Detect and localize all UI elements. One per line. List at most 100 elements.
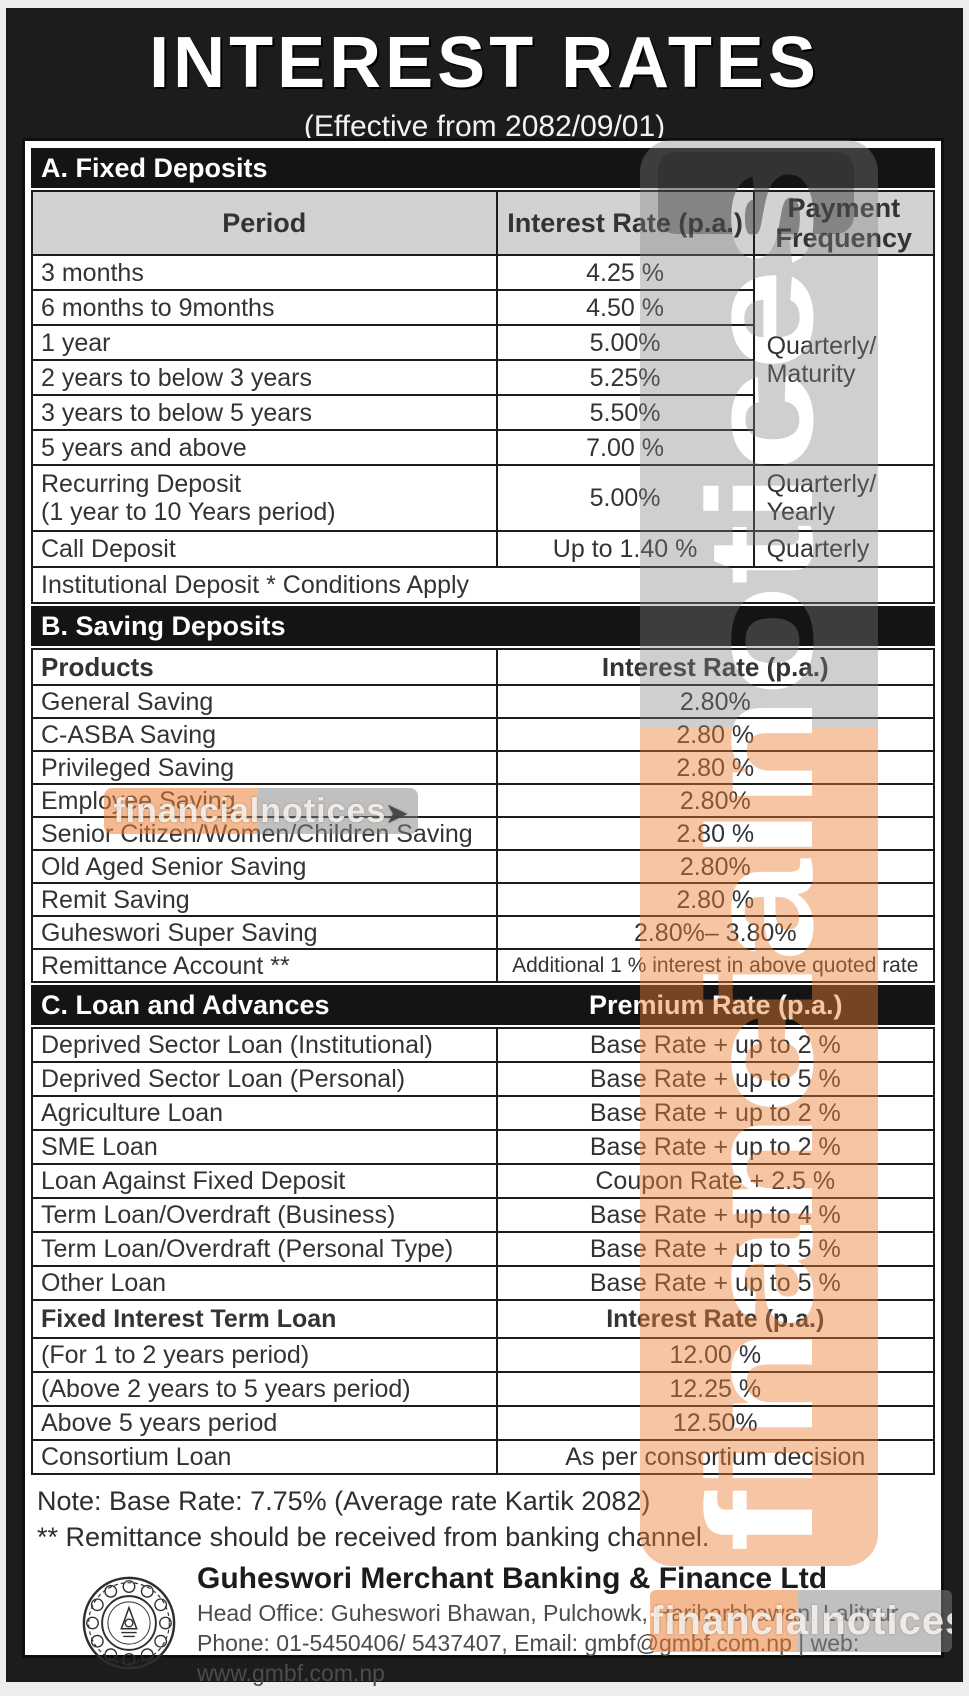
table-row: Above 5 years period 12.50% [31, 1405, 936, 1442]
company-emblem-icon [82, 1576, 176, 1669]
rate-cell: 5.00% [495, 324, 755, 362]
rate-cell: 4.50 % [495, 289, 755, 327]
product-cell: Old Aged Senior Saving [31, 849, 498, 885]
fixed-term-product-cell: (For 1 to 2 years period) [31, 1337, 498, 1374]
rate-cell: Additional 1 % interest in above quoted … [495, 948, 936, 984]
loan-product-cell: Deprived Sector Loan (Institutional) [31, 1027, 498, 1064]
frequency-cell: Quarterly [752, 530, 936, 569]
poster-background: INTEREST RATES (Effective from 2082/09/0… [6, 8, 963, 1686]
notes-block: Note: Base Rate: 7.75% (Average rate Kar… [37, 1484, 935, 1555]
fixed-term-heading: Fixed Interest Term Loan [31, 1299, 498, 1340]
rate-cell: 2.80 % [495, 882, 936, 918]
period-cell: 3 months [31, 254, 498, 292]
table-row: Senior Citizen/Women/Children Saving 2.8… [31, 816, 936, 852]
rate-cell: 7.00 % [495, 429, 755, 467]
table-row: Deprived Sector Loan (Personal) Base Rat… [31, 1061, 936, 1098]
fixed-term-rate-cell: 12.50% [495, 1405, 936, 1442]
loan-product-cell: Other Loan [31, 1265, 498, 1302]
product-cell: Senior Citizen/Women/Children Saving [31, 816, 498, 852]
effective-date: (Effective from 2082/09/01) [303, 110, 666, 143]
table-row: General Saving 2.80% [31, 684, 936, 720]
table-row: (For 1 to 2 years period) 12.00 % [31, 1337, 936, 1374]
note-remittance: ** Remittance should be received from ba… [37, 1522, 710, 1553]
institutional-deposit-row: Institutional Deposit * Conditions Apply [31, 566, 935, 605]
table-row: 6 months to 9months 4.50 % [31, 289, 934, 327]
table-row: 3 years to below 5 years 5.50% [31, 394, 934, 432]
period-cell: 5 years and above [31, 429, 498, 467]
col-interest-rate: Interest Rate (p.a.) [495, 189, 755, 257]
table-row: Other Loan Base Rate + up to 5 % [31, 1265, 936, 1302]
rate-cell: 2.80 % [495, 750, 936, 786]
fixed-term-rate-cell: As per consortium decision [495, 1439, 936, 1476]
table-row: Loan Against Fixed Deposit Coupon Rate +… [31, 1163, 936, 1200]
fixed-deposits-header-row: Period Interest Rate (p.a.) Payment Freq… [31, 189, 936, 257]
rate-cell: 5.00% [495, 464, 755, 533]
loan-product-cell: Loan Against Fixed Deposit [31, 1163, 498, 1200]
product-cell: Remittance Account ** [31, 948, 498, 984]
product-cell: Remit Saving [31, 882, 498, 918]
table-row: (Above 2 years to 5 years period) 12.25 … [31, 1371, 936, 1408]
table-row: 3 months 4.25 % Quarterly/ Maturity [31, 254, 936, 467]
loan-rate-cell: Base Rate + up to 2 % [495, 1027, 936, 1064]
table-row: 1 year 5.00% [31, 324, 934, 362]
fixed-term-rate-cell: 12.25 % [495, 1371, 936, 1408]
loan-rate-cell: Base Rate + up to 5 % [495, 1061, 936, 1098]
table-row: Term Loan/Overdraft (Business) Base Rate… [31, 1197, 936, 1234]
loan-product-cell: Term Loan/Overdraft (Business) [31, 1197, 498, 1234]
rate-cell: 2.80 % [495, 717, 936, 753]
table-row: Guheswori Super Saving 2.80%– 3.80% [31, 915, 936, 951]
section-b-heading: B. Saving Deposits [31, 606, 935, 647]
loan-product-cell: Agriculture Loan [31, 1095, 498, 1132]
period-cell: Recurring Deposit (1 year to 10 Years pe… [31, 464, 498, 533]
fixed-term-product-cell: Consortium Loan [31, 1439, 498, 1476]
rate-cell: 2.80%– 3.80% [495, 915, 936, 951]
company-text-block: Guheswori Merchant Banking & Finance Ltd… [197, 1562, 935, 1689]
loan-rate-cell: Base Rate + up to 2 % [495, 1095, 936, 1132]
call-deposit-row: Call Deposit Up to 1.40 % Quarterly [31, 530, 936, 569]
company-address: Head Office: Guheswori Bhawan, Pulchowk,… [197, 1599, 899, 1626]
rate-cell: 5.50% [495, 394, 755, 432]
product-cell: General Saving [31, 684, 498, 720]
col-interest-rate: Interest Rate (p.a.) [495, 648, 936, 687]
note-base-rate: Note: Base Rate: 7.75% (Average rate Kar… [37, 1486, 651, 1517]
rate-cell: 2.80% [495, 849, 936, 885]
period-cell: Call Deposit [31, 530, 498, 569]
rate-cell: 2.80% [495, 684, 936, 720]
product-cell: Employee Saving [31, 783, 498, 819]
section-c-heading: C. Loan and Advances Premium Rate (p.a.) [31, 985, 935, 1026]
col-payment-frequency: Payment Frequency [752, 189, 936, 257]
rate-cell: 5.25% [495, 359, 755, 397]
table-row: C-ASBA Saving 2.80 % [31, 717, 936, 753]
rate-cell: 2.80% [495, 783, 936, 819]
table-row: Deprived Sector Loan (Institutional) Bas… [31, 1027, 936, 1064]
table-row: 2 years to below 3 years 5.25% [31, 359, 934, 397]
frequency-merged-cell: Quarterly/ Maturity [752, 254, 936, 467]
table-row: 5 years and above 7.00 % [31, 429, 934, 467]
fixed-term-rate-cell: 12.00 % [495, 1337, 936, 1374]
saving-deposits-header-row: Products Interest Rate (p.a.) [31, 648, 936, 687]
table-row: Consortium Loan As per consortium decisi… [31, 1439, 936, 1476]
loan-rate-cell: Base Rate + up to 5 % [495, 1231, 936, 1268]
company-logo [81, 1575, 177, 1676]
loan-rate-cell: Coupon Rate + 2.5 % [495, 1163, 936, 1200]
company-footer: Guheswori Merchant Banking & Finance Ltd… [81, 1562, 935, 1689]
company-contact: Phone: 01-5450406/ 5437407, Email: gmbf@… [197, 1629, 860, 1686]
table-row: Agriculture Loan Base Rate + up to 2 % [31, 1095, 936, 1132]
loan-product-cell: Deprived Sector Loan (Personal) [31, 1061, 498, 1098]
fixed-term-header-row: Fixed Interest Term Loan Interest Rate (… [31, 1299, 936, 1340]
table-row: Privileged Saving 2.80 % [31, 750, 936, 786]
frequency-cell: Quarterly/ Yearly [752, 464, 936, 533]
fixed-term-rate-heading: Interest Rate (p.a.) [495, 1299, 936, 1340]
rate-cell: 4.25 % [495, 254, 755, 292]
table-row: Old Aged Senior Saving 2.80% [31, 849, 936, 885]
rate-cell: Up to 1.40 % [495, 530, 755, 569]
col-period: Period [31, 189, 498, 257]
product-cell: Privileged Saving [31, 750, 498, 786]
period-cell: 3 years to below 5 years [31, 394, 498, 432]
loan-rate-cell: Base Rate + up to 5 % [495, 1265, 936, 1302]
loan-product-cell: SME Loan [31, 1129, 498, 1166]
recurring-deposit-row: Recurring Deposit (1 year to 10 Years pe… [31, 464, 936, 533]
period-cell: 2 years to below 3 years [31, 359, 498, 397]
saving-deposits-table: Products Interest Rate (p.a.) General Sa… [31, 648, 936, 984]
